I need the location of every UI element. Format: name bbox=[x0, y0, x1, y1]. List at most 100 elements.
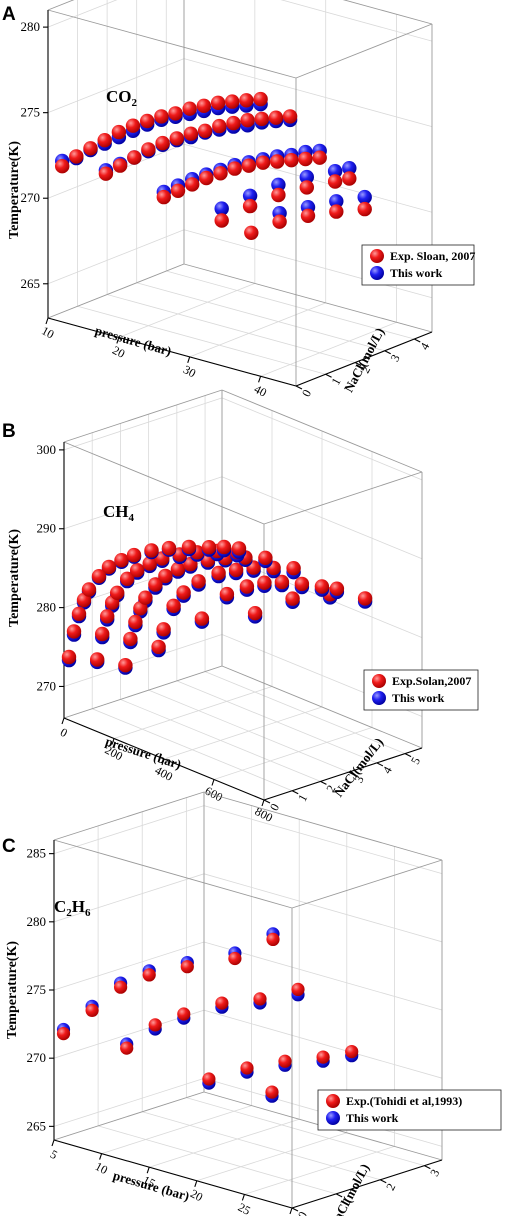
legend-exp-marker-b bbox=[372, 674, 386, 688]
ytick-label: 0 bbox=[299, 387, 314, 399]
panel-a-points bbox=[55, 91, 372, 240]
ztick-label: 270 bbox=[21, 190, 41, 205]
exp-data-point bbox=[154, 109, 169, 124]
exp-data-point bbox=[253, 992, 267, 1006]
legend-model-a: This work bbox=[390, 266, 443, 280]
exp-data-point bbox=[55, 159, 70, 174]
exp-data-point bbox=[142, 556, 157, 571]
xtick-label: 20 bbox=[188, 1186, 205, 1204]
exp-data-point bbox=[231, 541, 247, 556]
ztick-label: 265 bbox=[27, 1118, 47, 1133]
exp-data-point bbox=[166, 598, 181, 613]
panel-c-gas-label: C2H6 bbox=[54, 897, 91, 919]
exp-data-point bbox=[215, 996, 229, 1010]
ztick-label: 280 bbox=[21, 19, 41, 34]
exp-data-point bbox=[286, 561, 301, 576]
exp-data-point bbox=[244, 225, 259, 240]
ytick-label: 5 bbox=[408, 755, 423, 767]
ytick-label: 4 bbox=[417, 340, 432, 352]
ztick-label: 280 bbox=[27, 914, 47, 929]
exp-data-point bbox=[170, 562, 186, 577]
exp-data-point bbox=[123, 631, 138, 647]
exp-data-point bbox=[271, 187, 286, 203]
ztick-label: 285 bbox=[27, 846, 47, 861]
exp-data-point bbox=[168, 106, 183, 121]
exp-data-point bbox=[118, 658, 133, 673]
panel-c-zlabel: Temperature(K) bbox=[5, 941, 20, 1039]
exp-data-point bbox=[140, 113, 155, 129]
exp-data-point bbox=[101, 559, 117, 575]
exp-data-point bbox=[111, 124, 127, 140]
exp-data-point bbox=[312, 150, 327, 165]
exp-data-point bbox=[199, 170, 214, 186]
exp-data-point bbox=[85, 1003, 99, 1018]
panel-a-zlabel: Temperature(K) bbox=[7, 141, 22, 239]
exp-data-point bbox=[228, 951, 242, 966]
exp-data-point bbox=[345, 1045, 359, 1059]
panel-c-xlabel: pressure (bar) bbox=[111, 1168, 191, 1204]
ytick-label: 1 bbox=[295, 792, 310, 804]
exp-data-point bbox=[100, 609, 115, 624]
exp-data-point bbox=[156, 622, 171, 637]
legend-model-marker-c bbox=[326, 1111, 340, 1125]
exp-data-point bbox=[247, 606, 263, 621]
exp-data-point bbox=[257, 575, 272, 590]
exp-data-point bbox=[212, 118, 227, 134]
exp-data-point bbox=[291, 982, 305, 997]
exp-data-point bbox=[182, 101, 197, 116]
exp-data-point bbox=[177, 1007, 191, 1021]
exp-data-point bbox=[196, 98, 212, 114]
exp-data-point bbox=[211, 565, 226, 581]
exp-data-point bbox=[210, 95, 226, 111]
panel-b-zlabel: Temperature(K) bbox=[7, 529, 22, 627]
legend-exp-marker-a bbox=[370, 249, 384, 263]
exp-data-point bbox=[148, 577, 163, 592]
panel-c-grid bbox=[53, 791, 443, 1209]
exp-data-point bbox=[270, 154, 285, 169]
panel-c-points bbox=[56, 927, 359, 1110]
exp-data-point bbox=[183, 126, 199, 141]
exp-data-point bbox=[254, 111, 269, 127]
exp-data-point bbox=[253, 91, 268, 107]
ztick-label: 275 bbox=[21, 105, 41, 120]
model-data-point bbox=[357, 189, 372, 205]
exp-data-point bbox=[329, 581, 345, 596]
model-data-point bbox=[242, 188, 258, 203]
exp-data-point bbox=[156, 189, 171, 205]
exp-data-point bbox=[227, 161, 242, 176]
exp-data-point bbox=[342, 171, 357, 186]
ytick-label: 1 bbox=[328, 375, 343, 387]
exp-data-point bbox=[272, 214, 287, 229]
legend-model-b: This work bbox=[392, 691, 445, 705]
exp-data-point bbox=[158, 568, 173, 584]
exp-data-point bbox=[357, 201, 372, 217]
exp-data-point bbox=[120, 571, 135, 586]
exp-data-point bbox=[185, 177, 200, 192]
panel-c: C 265270275280285510152025300123 C2H6 Te… bbox=[2, 791, 502, 1216]
ztick-label: 270 bbox=[37, 678, 57, 693]
exp-data-point bbox=[299, 180, 314, 195]
exp-data-point bbox=[97, 133, 112, 148]
panel-a-gas-label: CO2 bbox=[106, 87, 138, 109]
exp-data-point bbox=[329, 204, 344, 219]
xtick-label: 600 bbox=[203, 784, 225, 805]
model-data-point bbox=[342, 161, 357, 176]
exp-data-point bbox=[56, 1027, 71, 1041]
xtick-label: 15 bbox=[140, 1173, 157, 1191]
panel-letter-c: C bbox=[2, 836, 16, 857]
exp-data-point bbox=[216, 539, 232, 555]
panel-letter-a: A bbox=[2, 4, 16, 25]
legend-exp-b: Exp.Solan,2007 bbox=[392, 674, 471, 688]
legend-model-c: This work bbox=[346, 1111, 399, 1125]
model-data-point bbox=[271, 177, 286, 192]
exp-data-point bbox=[120, 1041, 134, 1055]
model-data-point bbox=[214, 201, 229, 216]
panel-b-legend: Exp.Solan,2007 This work bbox=[363, 669, 479, 711]
legend-model-marker-a bbox=[370, 266, 384, 280]
exp-data-point bbox=[114, 980, 128, 994]
exp-data-point bbox=[314, 579, 330, 594]
legend-exp-c: Exp.(Tohidi et al,1993) bbox=[346, 1094, 462, 1108]
xtick-label: 20 bbox=[110, 343, 127, 361]
xtick-label: 25 bbox=[236, 1200, 253, 1216]
xtick-label: 10 bbox=[39, 323, 56, 341]
